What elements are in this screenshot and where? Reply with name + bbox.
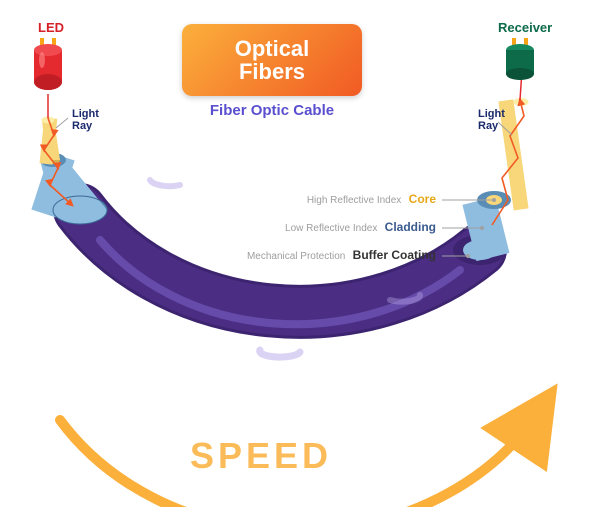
layer-buffer-desc: Mechanical Protection xyxy=(247,251,345,262)
light-ray-right xyxy=(492,70,524,225)
layer-cladding-name: Cladding xyxy=(385,220,436,234)
layer-core-name: Core xyxy=(409,192,436,206)
receiver-label: Receiver xyxy=(498,20,552,35)
title-line2: Fibers xyxy=(239,60,305,83)
cable-left-cutaway xyxy=(31,117,107,225)
diagram-canvas: Optical Fibers Fiber Optic Cable xyxy=(0,0,600,507)
layer-core: High Reflective Index Core xyxy=(307,192,436,206)
led-icon xyxy=(34,38,62,90)
receiver-icon xyxy=(506,38,534,80)
layer-cladding-desc: Low Reflective Index xyxy=(285,223,377,234)
title-line1: Optical xyxy=(235,37,310,60)
layer-buffer: Mechanical Protection Buffer Coating xyxy=(247,248,436,262)
title-box: Optical Fibers xyxy=(182,24,362,96)
light-ray-label-left: LightRay xyxy=(72,108,112,132)
layer-buffer-name: Buffer Coating xyxy=(353,248,436,262)
layer-cladding: Low Reflective Index Cladding xyxy=(285,220,436,234)
led-label: LED xyxy=(38,20,64,35)
light-ray-label-right: LightRay xyxy=(478,108,518,132)
light-ray-left xyxy=(44,94,72,205)
leader-light-left xyxy=(56,118,68,128)
subtitle: Fiber Optic Cable xyxy=(182,102,362,119)
speed-label: SPEED xyxy=(190,435,332,477)
layer-core-desc: High Reflective Index xyxy=(307,195,402,206)
